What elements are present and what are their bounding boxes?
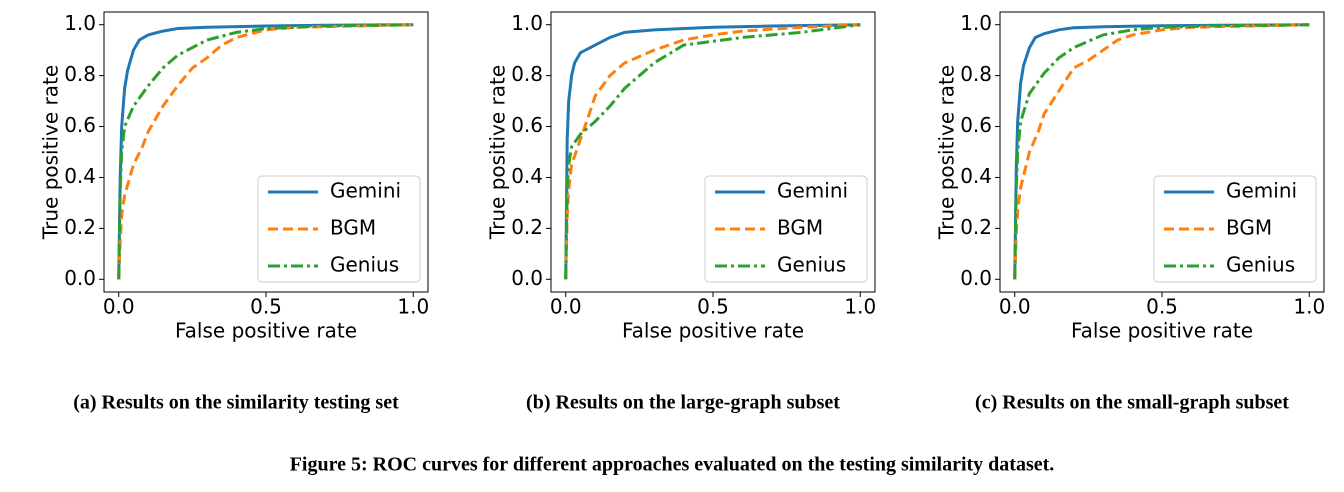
subfigure-caption: (b) Results on the large-graph subset (526, 392, 840, 414)
legend-label: Gemini (777, 179, 848, 203)
x-tick-label: 0.0 (550, 295, 582, 319)
chart-panel: 0.0 0.5 1.0 0.0 0.2 0.4 0.6 0.8 1.0 False positiv… (39, 11, 430, 413)
chart-panel: 0.0 0.5 1.0 0.0 0.2 0.4 0.6 0.8 1.0 False positiv… (486, 11, 877, 413)
roc-curve (1013, 23, 1310, 280)
x-tick-label: 0.0 (999, 295, 1031, 319)
legend-label: BGM (330, 216, 376, 240)
y-tick-label: 1.0 (511, 11, 543, 35)
legend: Gemini BGM Genius (704, 175, 868, 283)
y-tick-label: 0.6 (960, 113, 992, 137)
y-tick-label: 0.8 (511, 62, 543, 86)
legend-label: Genius (777, 253, 846, 277)
legend-label: Genius (1226, 253, 1295, 277)
y-tick-label: 0.2 (511, 215, 543, 239)
roc-curve (564, 23, 861, 280)
y-tick-label: 0.0 (64, 266, 96, 290)
x-axis-label: False positive rate (175, 319, 357, 343)
y-axis-label: True positive rate (935, 65, 959, 240)
x-tick-label: 0.5 (697, 295, 729, 319)
subfigure-caption: (c) Results on the small-graph subset (975, 392, 1289, 414)
y-tick-label: 0.4 (960, 164, 992, 188)
plot-frame (103, 11, 429, 293)
y-tick-label: 0.6 (64, 113, 96, 137)
y-tick-label: 1.0 (64, 11, 96, 35)
x-tick-label: 0.5 (250, 295, 282, 319)
y-tick-label: 0.2 (960, 215, 992, 239)
y-tick-label: 0.0 (511, 266, 543, 290)
figure-caption: Figure 5: ROC curves for different appro… (290, 454, 1055, 476)
y-tick-label: 0.4 (511, 164, 543, 188)
roc-curve (564, 23, 861, 280)
y-tick-label: 0.2 (64, 215, 96, 239)
legend-box (704, 175, 868, 283)
legend: Gemini BGM Genius (1153, 175, 1317, 283)
chart-panel: 0.0 0.5 1.0 0.0 0.2 0.4 0.6 0.8 1.0 False positiv… (935, 11, 1326, 413)
y-axis-label: True positive rate (486, 65, 510, 240)
legend-label: Gemini (330, 179, 401, 203)
subfigure-caption: (a) Results on the similarity testing se… (73, 392, 399, 414)
roc-curve (117, 23, 414, 280)
x-tick-label: 0.0 (103, 295, 135, 319)
roc-curve (564, 23, 861, 280)
y-tick-label: 0.4 (64, 164, 96, 188)
y-tick-label: 0.0 (960, 266, 992, 290)
legend: Gemini BGM Genius (257, 175, 421, 283)
y-tick-label: 0.6 (511, 113, 543, 137)
legend-box (1153, 175, 1317, 283)
x-tick-label: 1.0 (844, 295, 876, 319)
legend-label: BGM (777, 216, 823, 240)
x-tick-label: 0.5 (1146, 295, 1178, 319)
legend-box (257, 175, 421, 283)
y-tick-label: 0.8 (960, 62, 992, 86)
x-axis-label: False positive rate (1071, 319, 1253, 343)
legend-label: Gemini (1226, 179, 1297, 203)
legend-label: BGM (1226, 216, 1272, 240)
plot-frame (550, 11, 876, 293)
y-tick-label: 0.8 (64, 62, 96, 86)
roc-curve (1013, 23, 1310, 280)
x-tick-label: 1.0 (1293, 295, 1325, 319)
roc-curve (117, 23, 414, 280)
legend-label: Genius (330, 253, 399, 277)
y-axis-label: True positive rate (39, 65, 63, 240)
x-tick-label: 1.0 (397, 295, 429, 319)
plot-frame (999, 11, 1325, 293)
y-tick-label: 1.0 (960, 11, 992, 35)
roc-curve (1013, 23, 1310, 280)
x-axis-label: False positive rate (622, 319, 804, 343)
